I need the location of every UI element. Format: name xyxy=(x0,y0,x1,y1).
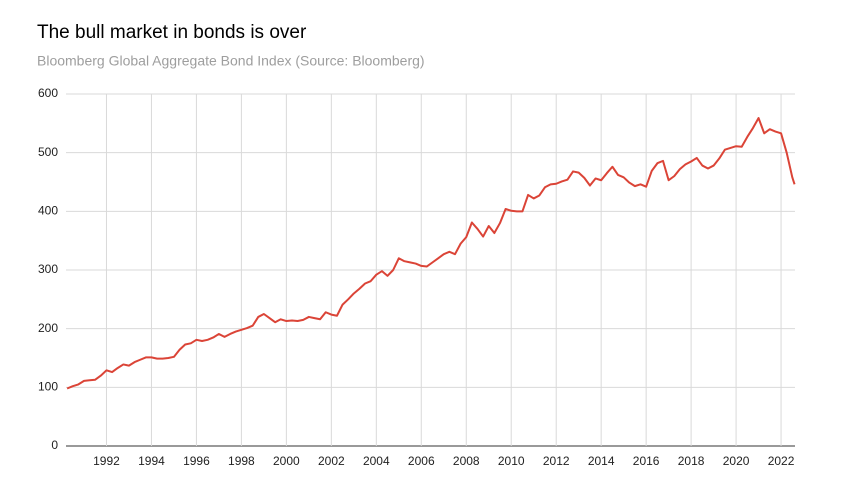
x-tick-label: 1998 xyxy=(228,454,255,468)
x-tick-label: 2016 xyxy=(633,454,660,468)
x-tick-label: 2000 xyxy=(273,454,300,468)
y-tick-label: 500 xyxy=(38,145,58,159)
x-tick-label: 2014 xyxy=(588,454,615,468)
x-tick-label: 2006 xyxy=(408,454,435,468)
data-line xyxy=(66,117,796,390)
x-tick-label: 2010 xyxy=(498,454,525,468)
x-tick-label: 1996 xyxy=(183,454,210,468)
x-tick-label: 1992 xyxy=(93,454,120,468)
y-tick-label: 100 xyxy=(38,380,58,394)
chart-title: The bull market in bonds is over xyxy=(37,22,307,43)
chart-subtitle: Bloomberg Global Aggregate Bond Index (S… xyxy=(37,53,425,69)
y-tick-label: 300 xyxy=(38,262,58,276)
y-tick-label: 200 xyxy=(38,321,58,335)
x-tick-label: 1994 xyxy=(138,454,165,468)
x-tick-label: 2002 xyxy=(318,454,345,468)
y-tick-label: 600 xyxy=(38,86,58,100)
x-tick-label: 2004 xyxy=(363,454,390,468)
x-tick-label: 2022 xyxy=(768,454,795,468)
y-tick-label: 400 xyxy=(38,204,58,218)
y-tick-label: 0 xyxy=(51,438,58,452)
x-tick-label: 2020 xyxy=(723,454,750,468)
x-tick-label: 2012 xyxy=(543,454,570,468)
x-tick-label: 2018 xyxy=(678,454,705,468)
x-tick-label: 2008 xyxy=(453,454,480,468)
